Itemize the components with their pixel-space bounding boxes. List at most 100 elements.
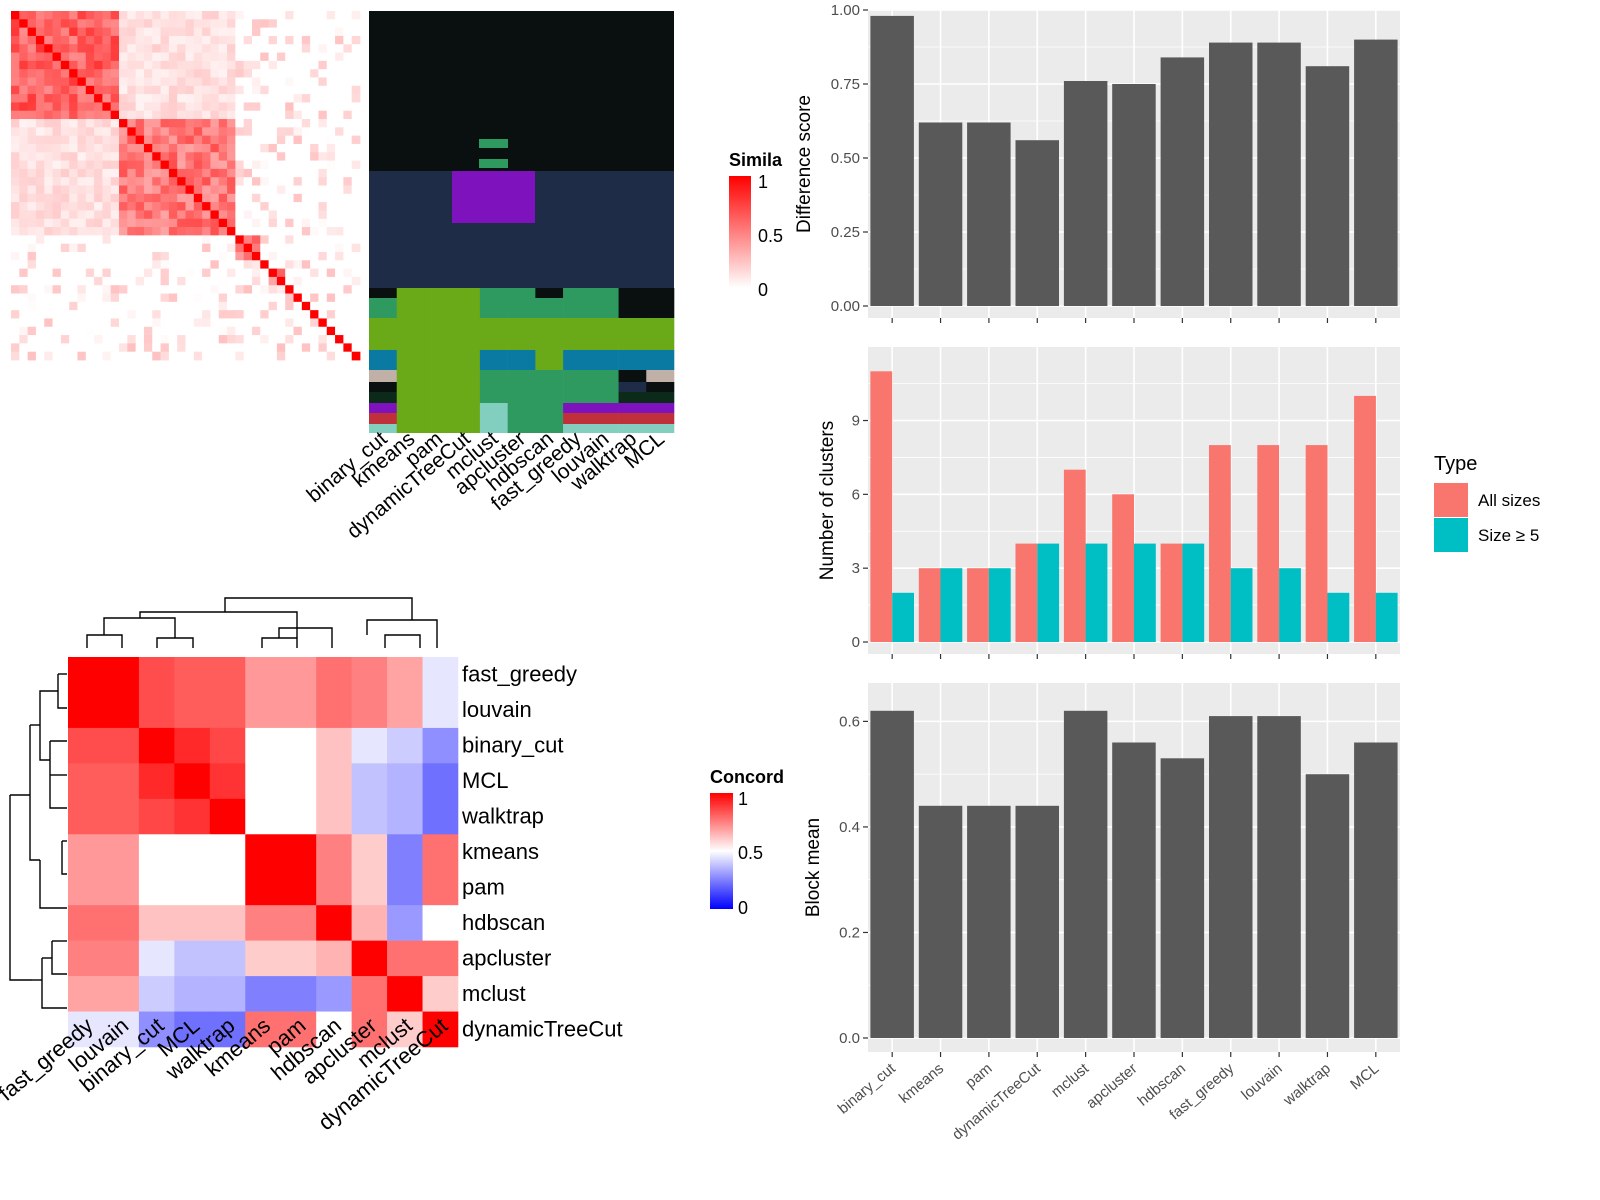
similarity-cell [193, 168, 203, 178]
similarity-cell [160, 235, 170, 245]
concordance-cell [351, 940, 388, 977]
similarity-cell [243, 235, 253, 245]
similarity-cell [52, 276, 62, 286]
similarity-cell [268, 85, 278, 95]
similarity-cell [35, 343, 45, 353]
similarity-cell [243, 243, 253, 253]
similarity-cell [335, 251, 344, 261]
similarity-cell [152, 351, 161, 361]
similarity-cell [19, 160, 29, 170]
similarity-cell [135, 52, 145, 62]
similarity-cell [268, 202, 278, 211]
similarity-cell [326, 11, 336, 20]
similarity-cell [351, 326, 361, 336]
y-tick-label: 0.50 [831, 150, 860, 167]
similarity-cell [318, 210, 328, 220]
y-tick-label: 0 [852, 634, 860, 651]
similarity-cell [260, 27, 269, 37]
similarity-cell [351, 301, 361, 311]
similarity-cell [293, 85, 303, 95]
similarity-cell [185, 94, 195, 103]
similarity-cell [251, 202, 261, 211]
similarity-cell [127, 102, 137, 112]
similarity-cell [102, 94, 112, 103]
similarity-cell [168, 210, 178, 220]
similarity-cell [110, 152, 120, 161]
similarity-cell [343, 11, 353, 20]
similarity-cell [227, 94, 236, 103]
similarity-cell [69, 193, 78, 203]
similarity-cell [11, 19, 20, 29]
similarity-cell [11, 177, 20, 186]
similarity-cell [185, 235, 195, 245]
similarity-cell [260, 326, 269, 336]
similarity-cell [177, 160, 186, 170]
similarity-cell [102, 52, 112, 62]
similarity-cell [235, 143, 245, 153]
similarity-cell [110, 177, 120, 186]
similarity-cell [52, 202, 62, 211]
similarity-cell [110, 35, 120, 45]
similarity-cell [69, 110, 78, 120]
similarity-cell [251, 268, 261, 278]
similarity-cell [44, 193, 53, 203]
similarity-cell [44, 69, 53, 78]
cluster-cell [396, 350, 425, 370]
similarity-cell [285, 127, 294, 137]
similarity-cell [60, 185, 70, 195]
similarity-cell [168, 102, 178, 112]
similarity-cell [94, 310, 103, 319]
similarity-cell [218, 301, 228, 311]
similarity-cell [251, 193, 261, 203]
bar-mclust-size-ge-5 [1085, 543, 1108, 642]
similarity-cell [193, 268, 203, 278]
cluster-cell [646, 370, 675, 382]
similarity-cell [343, 52, 353, 62]
similarity-cell [177, 227, 186, 236]
bar-hdbscan [1160, 57, 1205, 307]
similarity-cell [335, 35, 344, 45]
similarity-cell [301, 193, 311, 203]
similarity-cell [335, 235, 344, 245]
similarity-cell [85, 127, 95, 137]
similarity-cell [160, 285, 170, 294]
similarity-cell [77, 285, 87, 294]
similarity-cell [235, 243, 245, 253]
similarity-cell [193, 218, 203, 228]
similarity-cell [85, 243, 95, 253]
similarity-cell [177, 260, 186, 269]
similarity-cell [127, 77, 137, 87]
similarity-cell [185, 343, 195, 353]
similarity-cell [251, 77, 261, 87]
cluster-cell [646, 392, 675, 403]
similarity-cell [343, 177, 353, 186]
dendrogram-branch [57, 674, 67, 709]
similarity-cell [202, 60, 211, 70]
similarity-cell [27, 19, 37, 29]
similarity-cell [127, 11, 137, 20]
similarity-cell [94, 218, 103, 228]
similarity-cell [210, 85, 220, 95]
similarity-cell [343, 35, 353, 45]
similarity-cell [19, 185, 29, 195]
similarity-cell [343, 77, 353, 87]
similarity-cell [85, 160, 95, 170]
similarity-cell [227, 185, 236, 195]
concordance-cell [387, 657, 423, 693]
dendrogram-branch [86, 634, 123, 648]
similarity-cell [11, 243, 20, 253]
similarity-cell [11, 52, 20, 62]
bar-MCL-all-sizes [1354, 395, 1376, 642]
similarity-cell [60, 276, 70, 286]
similarity-cell [85, 94, 95, 103]
similarity-cell [260, 35, 269, 45]
similarity-cell [35, 160, 45, 170]
similarity-cell [218, 52, 228, 62]
similarity-cell [69, 135, 78, 145]
similarity-cell [318, 119, 328, 128]
similarity-cell [160, 127, 170, 137]
similarity-cell [260, 85, 269, 95]
similarity-cell [351, 285, 361, 294]
similarity-cell [335, 135, 344, 145]
